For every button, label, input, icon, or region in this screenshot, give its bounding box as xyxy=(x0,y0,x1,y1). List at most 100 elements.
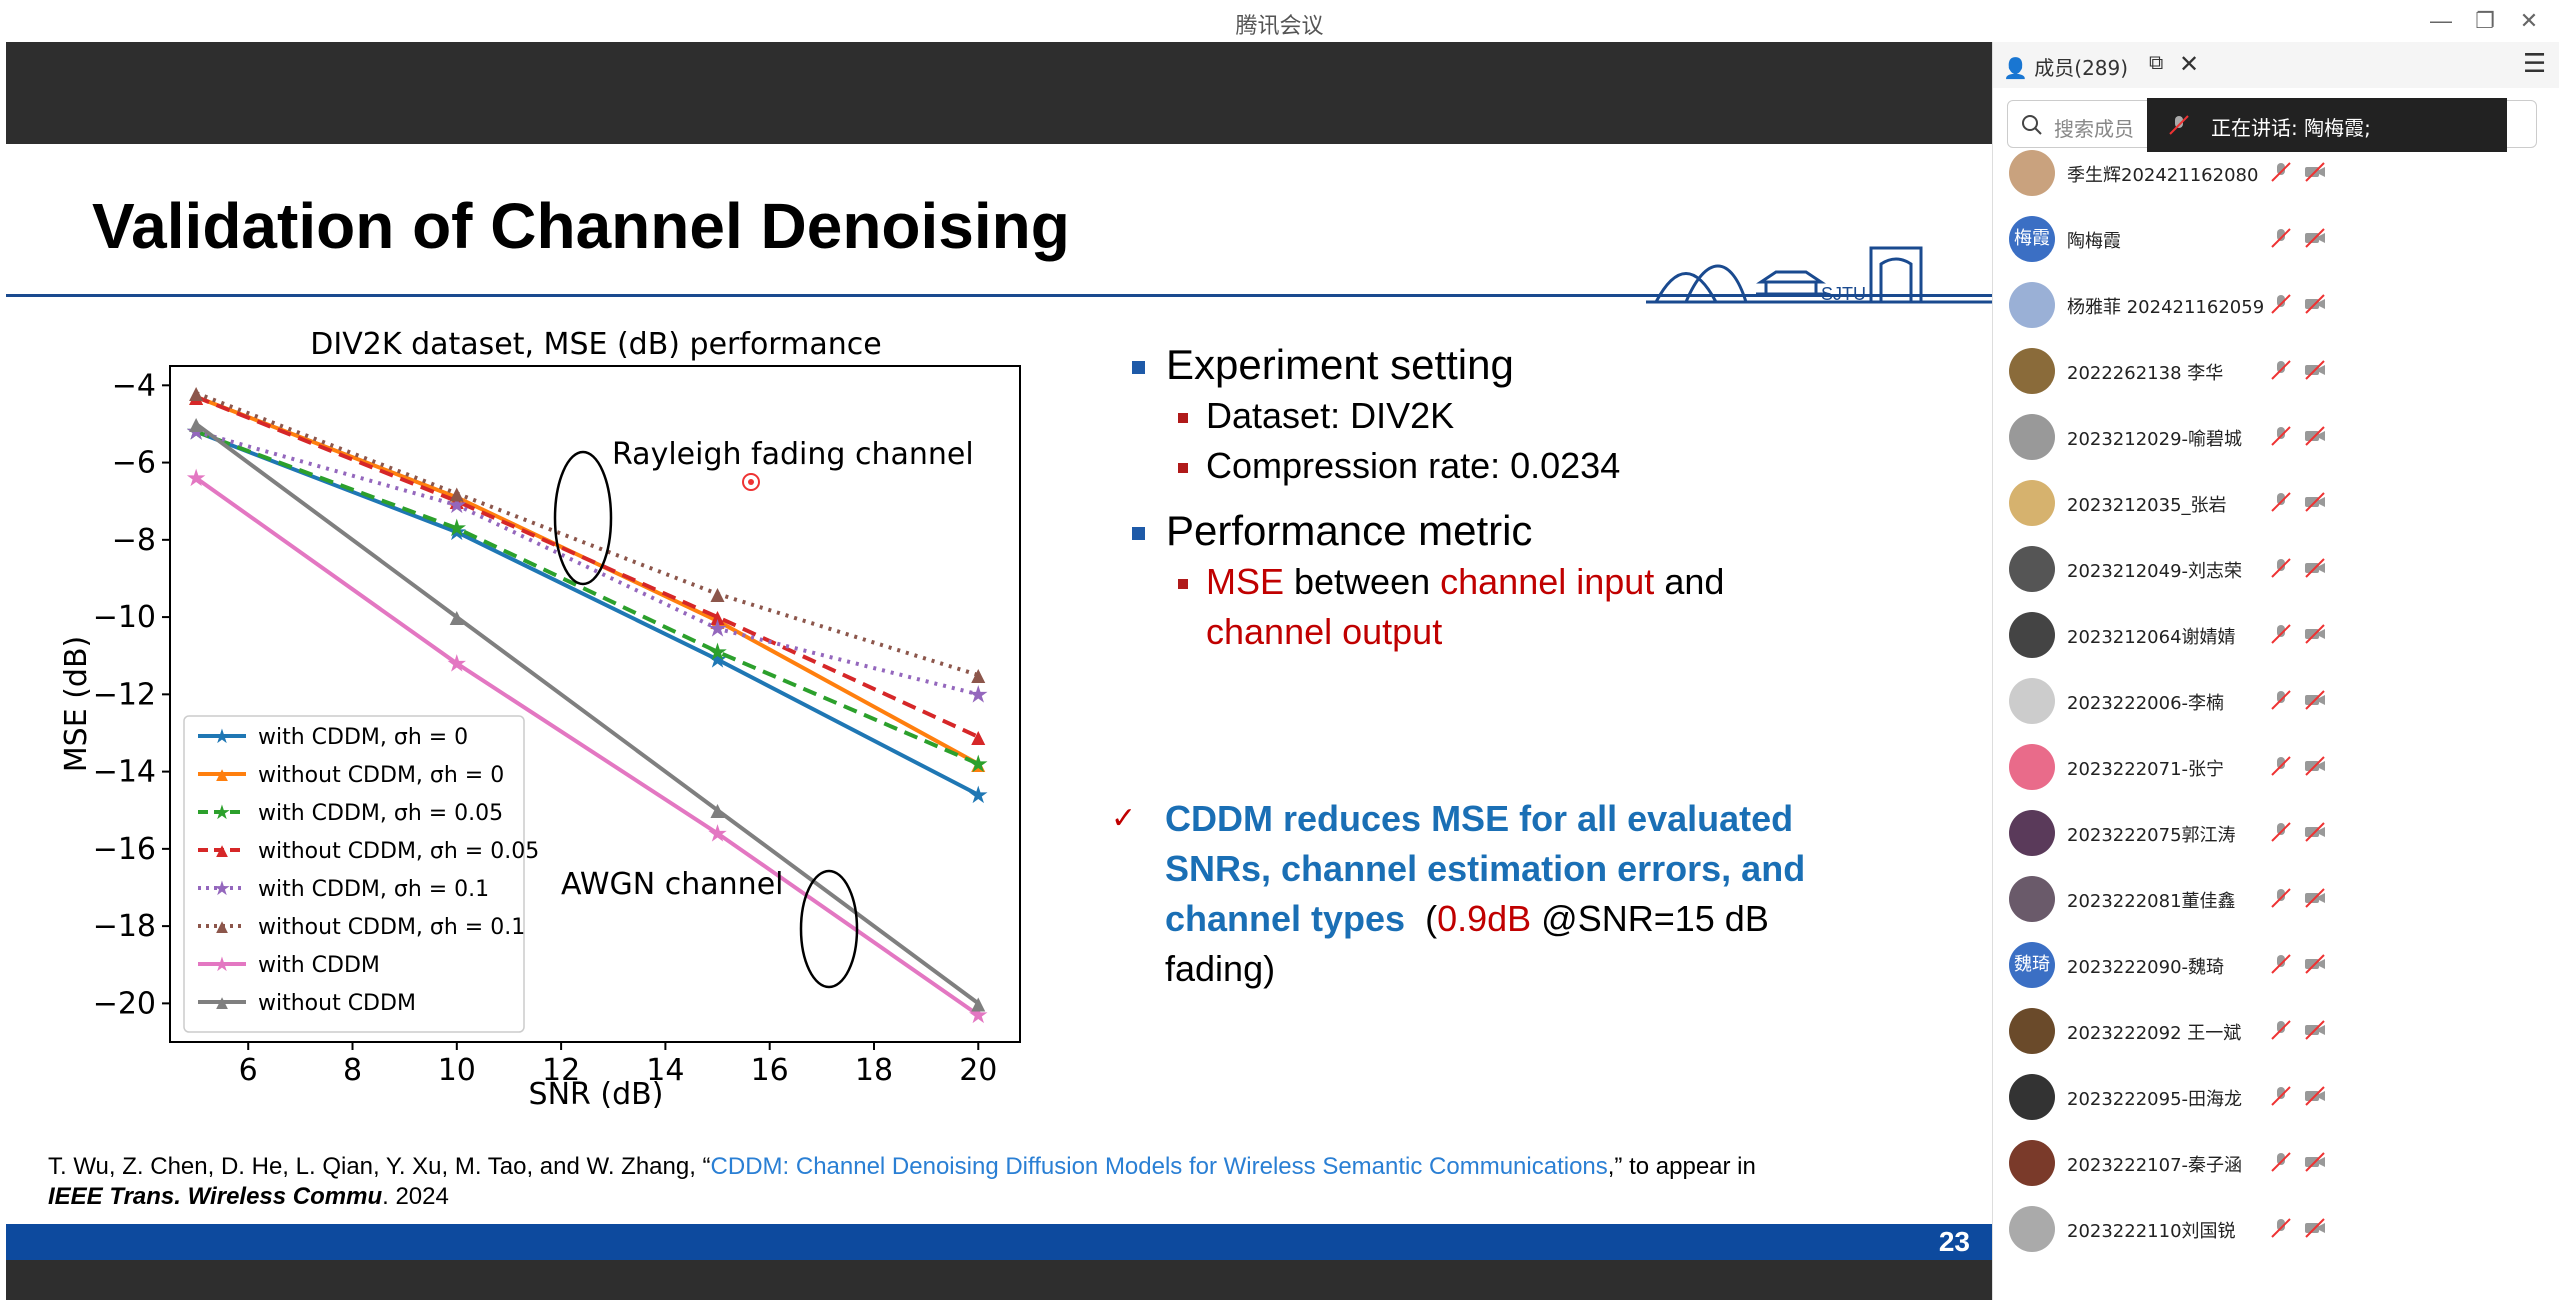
mic-off-icon[interactable] xyxy=(2269,292,2293,316)
member-row[interactable]: 2023222081董佳鑫 xyxy=(1993,866,2559,932)
sub-bullet-label: Dataset: DIV2K xyxy=(1206,395,1455,436)
y-tick-label: −14 xyxy=(93,755,156,790)
mic-off-icon[interactable] xyxy=(2269,358,2293,382)
camera-off-icon[interactable] xyxy=(2303,952,2327,976)
camera-off-icon[interactable] xyxy=(2303,160,2327,184)
bullet-label: Experiment setting xyxy=(1166,341,1514,388)
member-row[interactable]: 2023212064谢婧婧 xyxy=(1993,602,2559,668)
laser-pointer-dot xyxy=(748,479,754,485)
close-icon[interactable]: ✕ xyxy=(2519,8,2539,33)
member-row[interactable]: 2023222107-秦子涵 xyxy=(1993,1130,2559,1196)
legend-label: without CDDM, σh = 0.1 xyxy=(258,915,525,940)
camera-off-icon[interactable] xyxy=(2303,754,2327,778)
member-name: 2023222107-秦子涵 xyxy=(2067,1155,2243,1176)
chart-legend: ★ with CDDM, σh = 0 ▲ without CDDM, σh = 0 ★… xyxy=(183,715,539,1033)
camera-off-icon[interactable] xyxy=(2303,820,2327,844)
mic-off-icon[interactable] xyxy=(2269,754,2293,778)
camera-off-icon[interactable] xyxy=(2303,292,2327,316)
rayleigh-annotation: Rayleigh fading channel xyxy=(612,437,974,472)
member-name: 2023222081董佳鑫 xyxy=(2067,891,2236,912)
sub-bullet: MSE between channel input and channel out… xyxy=(1126,557,1926,657)
mic-off-icon[interactable] xyxy=(2269,952,2293,976)
legend-marker: ★ xyxy=(213,802,231,824)
camera-off-icon[interactable] xyxy=(2303,1084,2327,1108)
member-row[interactable]: 2023222095-田海龙 xyxy=(1993,1064,2559,1130)
mic-off-icon[interactable] xyxy=(2269,1084,2293,1108)
camera-off-icon[interactable] xyxy=(2303,1216,2327,1240)
member-row[interactable]: 2023222071-张宁 xyxy=(1993,734,2559,800)
member-row[interactable]: 2023212029-喻碧城 xyxy=(1993,404,2559,470)
member-name: 2023222075郭江涛 xyxy=(2067,825,2236,846)
series-line xyxy=(194,422,980,1005)
bullet-experiment: Experiment setting xyxy=(1126,339,1926,391)
member-row[interactable]: 梅霞 陶梅霞 xyxy=(1993,206,2559,272)
member-row[interactable]: 2023212035_张岩 xyxy=(1993,470,2559,536)
bullet-label: Performance metric xyxy=(1166,507,1533,554)
mic-off-icon[interactable] xyxy=(2269,556,2293,580)
data-point: ★ xyxy=(968,681,990,708)
member-name: 2023222092 王一斌 xyxy=(2067,1023,2242,1044)
menu-icon[interactable]: ☰ xyxy=(2523,48,2547,78)
member-name: 2023222090-魏琦 xyxy=(2067,957,2225,978)
y-tick-label: −18 xyxy=(93,909,156,944)
member-row[interactable]: 2022262138 李华 xyxy=(1993,338,2559,404)
series-line xyxy=(194,476,980,1017)
data-point: ★ xyxy=(446,515,468,542)
member-row[interactable]: 2023222075郭江涛 xyxy=(1993,800,2559,866)
metric-input: channel input xyxy=(1440,561,1655,602)
mic-off-icon[interactable] xyxy=(2269,424,2293,448)
camera-off-icon[interactable] xyxy=(2303,1018,2327,1042)
y-tick-label: −16 xyxy=(93,832,156,867)
camera-off-icon[interactable] xyxy=(2303,424,2327,448)
member-row[interactable]: 杨雅菲 202421162059 xyxy=(1993,272,2559,338)
restore-icon[interactable]: ❐ xyxy=(2475,8,2495,33)
popout-icon[interactable]: ⧉ xyxy=(2149,52,2164,74)
mic-off-icon[interactable] xyxy=(2269,160,2293,184)
camera-off-icon[interactable] xyxy=(2303,358,2327,382)
conclusion-value: 0.9dB xyxy=(1437,898,1532,939)
presentation-slide: Validation of Channel Denoising SJTU DIV… xyxy=(6,144,1992,1260)
ref-after: ,” to appear in xyxy=(1607,1153,1756,1180)
mic-off-icon[interactable] xyxy=(2269,1150,2293,1174)
mic-off-icon[interactable] xyxy=(2269,622,2293,646)
ref-paper-link[interactable]: CDDM: Channel Denoising Diffusion Models… xyxy=(710,1153,1608,1180)
member-name: 2023212049-刘志荣 xyxy=(2067,561,2243,582)
mic-off-icon[interactable] xyxy=(2269,490,2293,514)
member-row[interactable]: 2023212049-刘志荣 xyxy=(1993,536,2559,602)
members-tab[interactable]: 👤 成员(289) xyxy=(2003,52,2128,81)
mic-off-icon[interactable] xyxy=(2269,1018,2293,1042)
member-row[interactable]: 2023222006-李楠 xyxy=(1993,668,2559,734)
members-tab-label: 成员(289) xyxy=(2034,56,2129,80)
camera-off-icon[interactable] xyxy=(2303,886,2327,910)
legend-marker: ★ xyxy=(213,726,231,748)
camera-off-icon[interactable] xyxy=(2303,622,2327,646)
x-tick-label: 20 xyxy=(959,1053,997,1088)
camera-off-icon[interactable] xyxy=(2303,226,2327,250)
avatar: 魏琦 xyxy=(2009,942,2055,988)
mic-off-icon[interactable] xyxy=(2269,886,2293,910)
sub-bullet: Compression rate: 0.0234 xyxy=(1126,441,1926,491)
camera-off-icon[interactable] xyxy=(2303,688,2327,712)
mic-off-icon[interactable] xyxy=(2269,1216,2293,1240)
member-row[interactable]: 2023222110刘国锐 xyxy=(1993,1196,2559,1262)
mic-off-icon[interactable] xyxy=(2269,820,2293,844)
camera-off-icon[interactable] xyxy=(2303,490,2327,514)
minimize-icon[interactable]: — xyxy=(2430,8,2452,33)
speaking-label: 正在讲话: 陶梅霞; xyxy=(2211,116,2371,140)
y-tick-label: −12 xyxy=(93,677,156,712)
ref-year: . 2024 xyxy=(382,1183,449,1210)
laser-pointer xyxy=(742,473,760,491)
mic-off-icon[interactable] xyxy=(2269,688,2293,712)
camera-off-icon[interactable] xyxy=(2303,556,2327,580)
avatar xyxy=(2009,612,2055,658)
close-panel-icon[interactable]: ✕ xyxy=(2179,51,2200,78)
ref-journal: IEEE Trans. Wireless Commu xyxy=(48,1183,383,1210)
data-point: ★ xyxy=(185,465,207,492)
camera-off-icon[interactable] xyxy=(2303,1150,2327,1174)
sub-bullet: Dataset: DIV2K xyxy=(1126,391,1926,441)
member-row[interactable]: 魏琦 2023222090-魏琦 xyxy=(1993,932,2559,998)
mic-off-icon[interactable] xyxy=(2269,226,2293,250)
member-row[interactable]: 2023222092 王一斌 xyxy=(1993,998,2559,1064)
search-icon xyxy=(2022,115,2042,135)
member-row[interactable]: 季生辉202421162080 xyxy=(1993,140,2559,206)
